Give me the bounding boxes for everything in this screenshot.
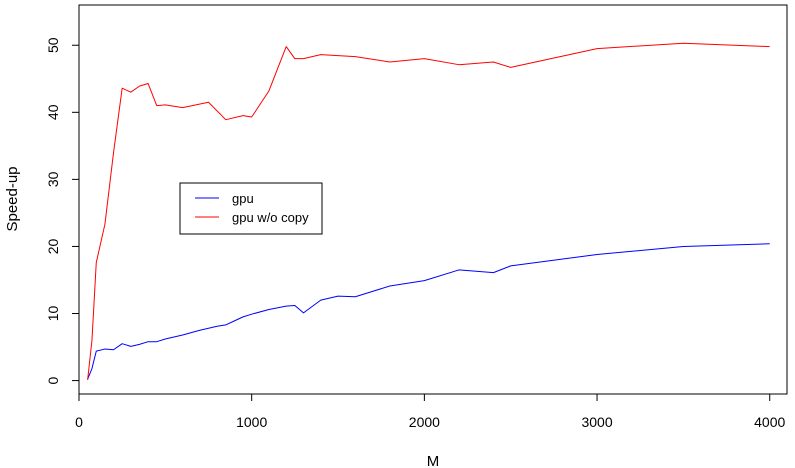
y-tick-label: 30: [45, 171, 61, 187]
y-tick-label: 10: [45, 306, 61, 322]
y-axis: 0 10 20 30 40 50: [45, 37, 80, 384]
y-tick-label: 0: [45, 376, 61, 384]
x-tick-label: 0: [75, 414, 83, 430]
series-line-gpu-w-o-copy: [87, 42, 770, 380]
y-tick-label: 40: [45, 104, 61, 120]
legend: gpu gpu w/o copy: [179, 182, 323, 235]
y-tick-label: 50: [45, 37, 61, 53]
y-axis-title: Speed-up: [4, 166, 21, 231]
x-tick-label: 4000: [754, 414, 785, 430]
legend-label-gpu-wo-copy: gpu w/o copy: [232, 210, 309, 225]
x-tick-label: 1000: [236, 414, 267, 430]
series-layer: [87, 42, 770, 380]
legend-box: [179, 182, 323, 235]
x-tick-label: 2000: [409, 414, 440, 430]
legend-label-gpu: gpu: [232, 191, 254, 206]
y-tick-label: 20: [45, 238, 61, 254]
x-tick-label: 3000: [581, 414, 612, 430]
x-axis-title: M: [427, 453, 440, 468]
x-axis: 0 1000 2000 3000 4000: [75, 393, 786, 430]
series-line-gpu: [87, 243, 770, 380]
